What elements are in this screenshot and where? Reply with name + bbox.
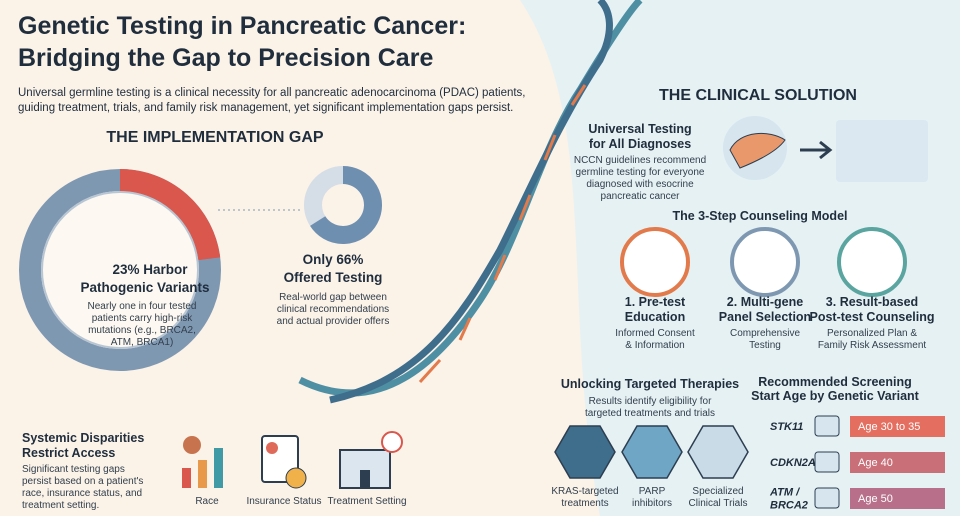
desc: mutations (e.g., BRCA2,	[88, 325, 196, 336]
pancreas-icon	[723, 116, 787, 180]
desc: and actual provider offers	[277, 316, 390, 327]
gauge-inner	[41, 191, 199, 349]
desc: NCCN guidelines recommend	[574, 155, 706, 166]
donut	[310, 166, 382, 244]
age: Age 40	[858, 457, 893, 469]
therapy-label: treatments	[561, 498, 608, 509]
age: Age 50	[858, 493, 893, 505]
section-heading: THE IMPLEMENTATION GAP	[106, 129, 324, 146]
step-title: 2. Multi-gene	[727, 295, 803, 309]
gene-icon	[814, 451, 840, 473]
desc: targeted treatments and trials	[585, 408, 715, 419]
screening-title: Start Age by Genetic Variant	[751, 389, 919, 403]
desc: germline testing for everyone	[576, 167, 705, 178]
desc: clinical recommendations	[277, 304, 389, 315]
step-title: Post-test Counseling	[809, 310, 934, 324]
age: Age 30 to 35	[858, 421, 920, 433]
desc: diagnosed with esocrine	[586, 179, 694, 190]
universal-title: for All Diagnoses	[589, 137, 691, 151]
insurance-icon	[261, 435, 307, 489]
step-desc: Family Risk Assessment	[818, 340, 927, 351]
variant-gauge	[19, 169, 221, 371]
age-bar	[850, 416, 945, 437]
therapy-icon	[621, 425, 683, 479]
gene-icon	[814, 415, 840, 437]
step-icon	[620, 227, 690, 297]
donut-segment	[310, 166, 382, 244]
therapy-label: KRAS-targeted	[551, 486, 618, 497]
counseling-title: The 3-Step Counseling Model	[672, 209, 847, 223]
intro: guiding treatment, trials, and family ri…	[18, 102, 513, 114]
step-icon	[730, 227, 800, 297]
screening: STK11 Age 30 to 35 CDKN2A Age 40 ATM /BRCA2 A…	[769, 415, 945, 512]
gene: CDKN2A	[770, 457, 816, 469]
desc: Significant testing gaps	[22, 464, 125, 475]
therapy-label: Specialized	[692, 486, 743, 497]
universal-title: Universal Testing	[588, 122, 691, 136]
therapy-icon	[554, 425, 616, 479]
stat-label: Pathogenic Variants	[80, 280, 209, 295]
intro: Universal germline testing is a clinical…	[18, 87, 526, 99]
step-title: 3. Result-based	[826, 295, 918, 309]
step-title: Education	[625, 310, 685, 324]
factor-label: Race	[195, 496, 219, 507]
desc: patients carry high-risk	[92, 313, 194, 324]
desc: treatment setting.	[22, 500, 99, 511]
title: Genetic Testing in Pancreatic Cancer:	[18, 12, 466, 40]
step-title: 1. Pre-test	[625, 295, 686, 309]
age-bar	[850, 488, 945, 509]
therapy-label: inhibitors	[632, 498, 672, 509]
race-icon	[182, 436, 223, 488]
step-icon	[837, 227, 907, 297]
desc: Results identify eligibility for	[589, 396, 712, 407]
disparity-title: Systemic Disparities	[22, 431, 144, 445]
age-bar	[850, 452, 945, 473]
title: Bridging the Gap to Precision Care	[18, 44, 433, 72]
gauge-segment	[119, 169, 221, 261]
step-title: Panel Selection	[719, 310, 811, 324]
arrow	[800, 140, 833, 160]
gene: STK11	[770, 421, 803, 433]
factor-label: Insurance Status	[246, 496, 321, 507]
step-desc: Informed Consent	[615, 328, 695, 339]
therapy-icon	[687, 425, 749, 479]
section-heading: THE CLINICAL SOLUTION	[659, 87, 857, 104]
dna-helix	[298, 0, 643, 404]
disparity-title: Restrict Access	[22, 446, 115, 460]
step-desc: Testing	[749, 340, 781, 351]
stat: 23% Harbor	[112, 262, 188, 277]
stat: Only 66%	[303, 252, 364, 267]
test-icon	[836, 120, 928, 182]
desc: Real-world gap between	[279, 292, 387, 303]
step-desc: Comprehensive	[730, 328, 800, 339]
desc: ATM, BRCA1)	[111, 337, 174, 348]
therapy-label: Clinical Trials	[689, 498, 748, 509]
desc: persist based on a patient's	[22, 476, 143, 487]
setting-icon	[339, 431, 403, 489]
desc: Nearly one in four tested	[88, 301, 197, 312]
gene: BRCA2	[770, 500, 808, 512]
desc: race, insurance status, and	[22, 488, 142, 499]
step-desc: & Information	[625, 340, 684, 351]
gene: ATM /	[769, 487, 801, 499]
desc: pancreatic cancer	[601, 191, 681, 202]
therapies-title: Unlocking Targeted Therapies	[561, 377, 739, 391]
step-desc: Personalized Plan &	[827, 328, 917, 339]
stat-label: Offered Testing	[284, 270, 383, 285]
therapy-label: PARP	[639, 486, 666, 497]
screening-title: Recommended Screening	[758, 375, 912, 389]
gene-icon	[814, 487, 840, 509]
factor-label: Treatment Setting	[327, 496, 406, 507]
